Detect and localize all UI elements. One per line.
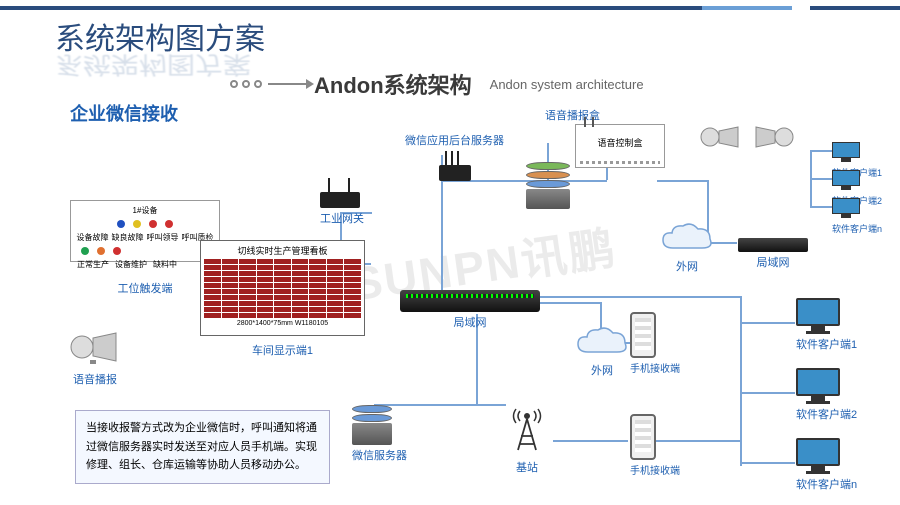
workshop-display: 切线实时生产管理看板 2800*1400*75mm W1180105 车间显示端… [200,240,365,358]
conn-line [810,178,832,180]
server-stack-icon [526,162,570,209]
base-station: 基站 [510,408,544,475]
conn-line [657,180,707,182]
wechat-receive-title: 企业微信接收 [70,100,178,126]
small-client-n: 软件客户端n [832,198,882,235]
client-1: 软件客户端1 [796,298,857,352]
conn-line [810,206,832,208]
conn-line [540,302,600,304]
industrial-gateway: 工业网关 [320,178,364,226]
top-accent-bar [0,6,900,10]
conn-line [740,462,795,464]
phone-receiver-1: 手机接收端 [630,312,680,375]
client-n: 软件客户端n [796,438,857,492]
decor-arrow [268,83,308,85]
description-box: 当接收报警方式改为企业微信时，呼叫通知将通过微信服务器实时发送至对应人员手机端。… [75,410,330,484]
sub-title-en: Andon system architecture [490,77,644,92]
lan-switch-small: 局域网 [738,238,808,270]
phone-receiver-2: 手机接收端 [630,414,680,477]
wan-cloud-2: 外网 [573,326,631,378]
conn-line [740,392,795,394]
wan-cloud: 外网 [658,222,716,274]
lan-switch: 局域网 [400,290,540,330]
voice-play: 语音播报 [70,330,120,387]
subtitle-row: Andon系统架构 Andon system architecture [230,68,644,100]
client-2: 软件客户端2 [796,368,857,422]
app-server: 微信应用后台服务器 [405,130,504,181]
decor-dots [230,80,262,88]
page-title-shadow: 系统架构图方案 [55,49,251,83]
sub-title: Andon系统架构 [314,68,472,100]
voice-control-box: 语音控制盒 [575,124,665,168]
conn-line [810,150,832,152]
speaker-icon [700,125,742,154]
conn-line [740,322,795,324]
wechat-server: 微信服务器 [352,405,407,463]
station-trigger: 1#设备 设备故障缺良故障呼叫领导呼叫质检 正常生产设备维护缺料中 工位触发端 [70,200,220,296]
conn-line [476,404,506,406]
speaker-icon [752,125,794,154]
conn-line [553,440,628,442]
conn-line [540,296,740,298]
